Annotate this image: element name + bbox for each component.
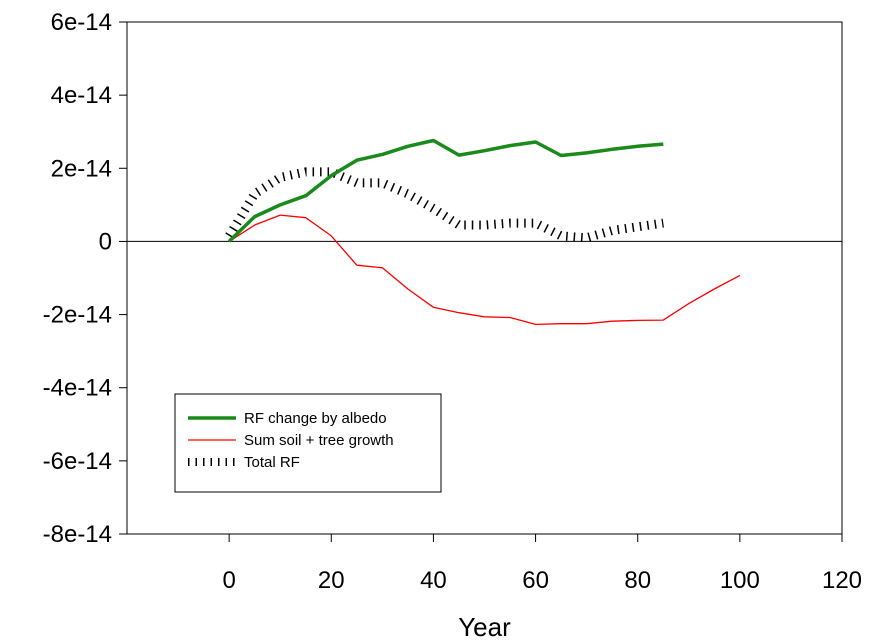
series-line-1 — [227, 138, 664, 243]
x-tick-label: 100 — [720, 567, 760, 594]
legend-box — [174, 393, 442, 493]
x-axis-title: Year — [458, 612, 511, 642]
y-tick-label: 4e-14 — [51, 82, 112, 109]
y-tick-label: 6e-14 — [51, 9, 112, 36]
y-tick-label: -8e-14 — [43, 521, 112, 548]
y-tick-label: 2e-14 — [51, 155, 112, 182]
x-tick-label: 40 — [420, 567, 447, 594]
x-tick-label: 20 — [318, 567, 345, 594]
x-tick-label: 80 — [624, 567, 651, 594]
x-tick-label: 120 — [822, 567, 862, 594]
x-tick-label: 60 — [522, 567, 549, 594]
legend: RF change by albedo Sum soil + tree growt… — [174, 393, 442, 493]
x-tick-label: 0 — [222, 567, 235, 594]
plot-frame — [126, 21, 843, 535]
series-line-2 — [228, 214, 741, 326]
x-axis: 0 20 40 60 80 100 120 — [222, 534, 862, 594]
y-tick-label: -2e-14 — [43, 302, 112, 329]
y-tick-label: -6e-14 — [43, 448, 112, 475]
series-line-3 — [225, 167, 664, 243]
series-layer — [225, 138, 741, 326]
legend-label-2: Sum soil + tree growth — [244, 432, 394, 449]
legend-label-3: Total RF — [244, 454, 300, 471]
y-axis: 6e-14 4e-14 2e-14 0 -2e-14 -4e-14 -6e-14 -8e-14 — [43, 9, 127, 548]
y-tick-label: -4e-14 — [43, 375, 112, 402]
y-tick-label: 0 — [99, 228, 112, 255]
legend-label-1: RF change by albedo — [244, 410, 387, 427]
